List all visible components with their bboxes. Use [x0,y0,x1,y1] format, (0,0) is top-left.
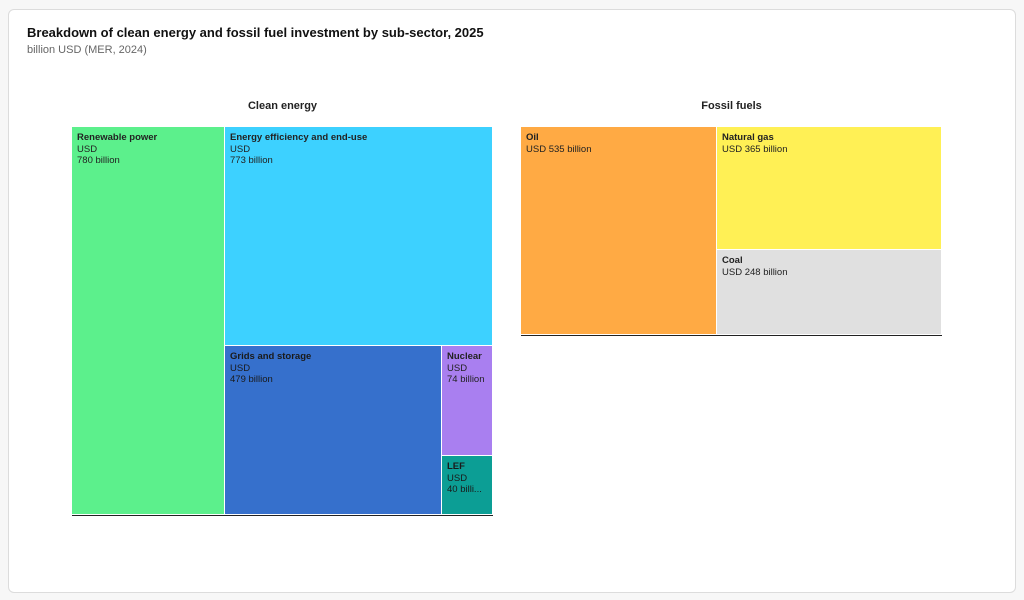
tile-name: Nuclear [447,351,482,362]
tile-amount: 535 billion [548,143,592,155]
tile-unit: USD [230,143,251,155]
tile-lef[interactable]: LEF USD 40 billi... [442,456,493,515]
tile-unit: USD [77,143,98,155]
tile-value: 40 billi... [447,484,482,495]
tile-energy-efficiency[interactable]: Energy efficiency and end-use USD 773 bi… [225,127,493,346]
tile-unit: USD [722,266,743,278]
tile-name: Coal [722,255,743,266]
fossil-fuels-baseline [521,335,942,336]
tile-value: USD 248 billion [722,267,936,279]
tile-name: LEF [447,461,465,472]
tile-name: Oil [526,132,539,143]
tile-unit: USD [447,472,468,484]
tile-name: Natural gas [722,132,774,143]
tile-value: 780 billion [77,155,120,166]
tile-value: USD 535 billion [526,144,711,156]
tile-value: 74 billion [447,374,485,385]
tile-unit: USD [526,143,547,155]
tile-renewable-power[interactable]: Renewable power USD 780 billion [72,127,225,515]
tile-value: USD 365 billion [722,144,936,156]
tile-name: Renewable power [77,132,158,143]
tile-unit: USD [447,362,468,374]
tile-amount: 248 billion [744,266,788,278]
tile-nuclear[interactable]: Nuclear USD 74 billion [442,346,493,456]
chart-subtitle: billion USD (MER, 2024) [27,44,147,56]
tile-name: Energy efficiency and end-use [230,132,368,143]
tile-oil[interactable]: Oil USD 535 billion [521,127,717,335]
tile-amount: 365 billion [744,143,788,155]
tile-grids-storage[interactable]: Grids and storage USD 479 billion [225,346,442,515]
fossil-fuels-label: Fossil fuels [701,100,762,112]
tile-value: 479 billion [230,374,273,385]
tile-name: Grids and storage [230,351,312,362]
tile-coal[interactable]: Coal USD 248 billion [717,250,942,335]
tile-natural-gas[interactable]: Natural gas USD 365 billion [717,127,942,250]
tile-value: 773 billion [230,155,273,166]
tile-unit: USD [722,143,743,155]
chart-title: Breakdown of clean energy and fossil fue… [27,25,484,40]
clean-energy-label: Clean energy [247,100,318,112]
tile-unit: USD [230,362,251,374]
clean-energy-baseline [72,515,493,516]
